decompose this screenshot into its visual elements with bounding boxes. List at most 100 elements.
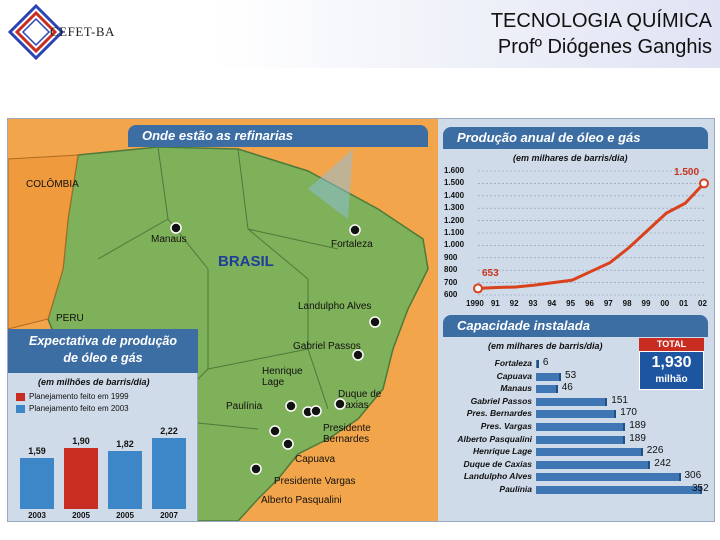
capacity-bar bbox=[536, 410, 617, 419]
city-label: Manaus bbox=[151, 234, 187, 245]
x-tick-label: 92 bbox=[509, 299, 519, 308]
total-label: TOTAL bbox=[639, 338, 704, 351]
capacity-value: 170 bbox=[620, 407, 637, 419]
y-tick-label: 1.500 bbox=[444, 178, 465, 188]
expectation-bar bbox=[64, 448, 98, 509]
city-label: Capuava bbox=[295, 454, 336, 465]
refinery-marker bbox=[250, 463, 262, 475]
country-label: BRASIL bbox=[218, 253, 274, 270]
capacity-row-label: Henrique Lage bbox=[472, 446, 532, 457]
legend-swatch-red bbox=[16, 392, 25, 401]
neighbor-label: PERU bbox=[56, 313, 84, 324]
legend-item: Planejamento feito em 2003 bbox=[16, 404, 129, 413]
capacity-value: 6 bbox=[542, 357, 549, 368]
total-value-box: 1,930 milhão bbox=[639, 351, 704, 390]
legend-item: Planejamento feito em 1999 bbox=[16, 392, 129, 401]
expectation-title-line-2: de óleo e gás bbox=[63, 351, 143, 365]
legend-swatch-blue bbox=[16, 404, 25, 413]
slide-header: CEFET-BA TECNOLOGIA QUÍMICA Profº Diógen… bbox=[0, 0, 720, 68]
y-tick-label: 1.000 bbox=[444, 240, 465, 250]
capacity-bar bbox=[536, 435, 626, 444]
expectation-bar bbox=[152, 437, 186, 509]
expectation-bar-value: 1,90 bbox=[72, 436, 90, 447]
x-tick-label: 99 bbox=[641, 299, 651, 308]
capacity-value: 226 bbox=[646, 445, 664, 457]
refinery-marker bbox=[269, 425, 281, 437]
y-tick-label: 1.400 bbox=[444, 190, 465, 200]
capacity-value: 242 bbox=[654, 457, 671, 469]
x-tick-label: 96 bbox=[585, 299, 594, 308]
capacity-value: 189 bbox=[629, 432, 646, 444]
title-line-2: Profº Diógenes Ganghis bbox=[497, 36, 712, 58]
x-tick-label: 95 bbox=[566, 299, 576, 308]
production-line-svg bbox=[473, 170, 709, 296]
refinery-marker bbox=[310, 405, 322, 417]
refinery-marker bbox=[349, 224, 361, 236]
expectation-title-line-1: Expectativa de produção bbox=[29, 334, 177, 348]
x-tick-label: 00 bbox=[660, 299, 670, 308]
refinery-marker bbox=[170, 222, 182, 234]
capacity-row-label: Pres. Vargas bbox=[480, 421, 532, 431]
x-tick-label: 94 bbox=[547, 299, 557, 308]
refinery-infographic: Onde estão as refinarias COLÔMBIA PERU B… bbox=[7, 118, 715, 522]
capacity-value: 189 bbox=[629, 420, 646, 431]
capacity-unit: (em milhares de barris/dia) bbox=[488, 341, 603, 351]
production-panel-title: Produção anual de óleo e gás bbox=[443, 127, 708, 149]
x-tick-label: 97 bbox=[603, 299, 613, 308]
capacity-value: 53 bbox=[565, 369, 577, 381]
refinery-markers bbox=[170, 222, 381, 475]
refinery-marker bbox=[352, 349, 364, 361]
capacity-value: 306 bbox=[684, 470, 702, 482]
capacity-bar bbox=[536, 360, 539, 368]
capacity-row-label: Paulínia bbox=[499, 484, 532, 494]
capacity-bar bbox=[536, 423, 626, 431]
expectation-bar-value: 2,22 bbox=[160, 425, 178, 436]
capacity-bar bbox=[536, 372, 562, 381]
y-tick-label: 900 bbox=[444, 252, 458, 262]
capacity-row-label: Capuava bbox=[496, 370, 532, 381]
expectation-bar bbox=[20, 458, 54, 509]
capacity-row-label: Gabriel Passos bbox=[470, 395, 532, 406]
legend-label: Planejamento feito em 1999 bbox=[29, 392, 129, 401]
production-unit: (em milhares de barris/dia) bbox=[513, 153, 628, 163]
capacity-bar bbox=[536, 460, 651, 469]
refinery-marker bbox=[334, 398, 346, 410]
city-label: Henrique Lage bbox=[262, 366, 303, 388]
capacity-bar bbox=[536, 486, 703, 494]
capacity-row-label: Landulpho Alves bbox=[463, 471, 532, 482]
map-panel-title: Onde estão as refinarias bbox=[128, 125, 428, 147]
refinery-marker bbox=[282, 438, 294, 450]
expectation-unit: (em milhões de barris/dia) bbox=[38, 377, 150, 387]
x-tick-label: 93 bbox=[528, 299, 538, 308]
city-label: Alberto Pasqualini bbox=[261, 495, 342, 506]
refinery-marker bbox=[285, 400, 297, 412]
production-start-label: 653 bbox=[482, 268, 499, 280]
legend-label: Planejamento feito em 2003 bbox=[29, 404, 129, 413]
expectation-panel: Expectativa de produção de óleo e gás (e… bbox=[8, 329, 198, 521]
production-point bbox=[473, 283, 483, 294]
expectation-year-label: 2005 bbox=[116, 511, 134, 520]
capacity-row-label: Fortaleza bbox=[494, 358, 532, 368]
production-series-line bbox=[477, 182, 706, 290]
capacity-value: 46 bbox=[561, 382, 573, 394]
expectation-title: Expectativa de produção de óleo e gás bbox=[8, 329, 198, 373]
city-label: Paulínia bbox=[226, 401, 263, 412]
expectation-year-label: 2005 bbox=[72, 511, 90, 520]
total-unit: milhão bbox=[655, 374, 688, 385]
production-end-label: 1.500 bbox=[674, 167, 700, 179]
y-tick-label: 1.100 bbox=[444, 228, 465, 237]
production-point bbox=[699, 178, 709, 189]
expectation-bar-value: 1,59 bbox=[28, 446, 46, 457]
y-tick-label: 1.600 bbox=[444, 166, 465, 175]
capacity-row-label: Alberto Pasqualini bbox=[457, 433, 532, 444]
neighbor-label: COLÔMBIA bbox=[26, 179, 79, 190]
expectation-year-label: 2007 bbox=[160, 511, 178, 520]
capacity-bar bbox=[536, 385, 558, 394]
capacity-value: 151 bbox=[611, 394, 628, 406]
expectation-bar bbox=[108, 450, 142, 509]
capacity-bar bbox=[536, 397, 608, 406]
city-label: Presidente Bernardes bbox=[323, 423, 371, 445]
y-tick-label: 1.200 bbox=[444, 215, 465, 225]
capacity-bar bbox=[536, 448, 643, 457]
total-box: TOTAL 1,930 milhão bbox=[639, 338, 704, 390]
